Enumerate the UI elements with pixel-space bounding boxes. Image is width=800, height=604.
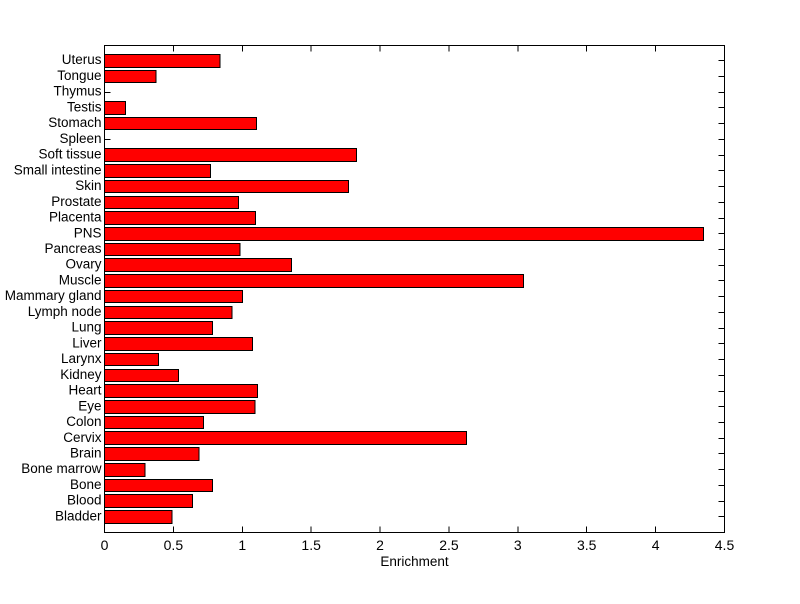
svg-text:Small intestine: Small intestine [14,162,102,177]
svg-text:Tongue: Tongue [57,68,101,83]
svg-text:2.5: 2.5 [439,537,459,553]
svg-text:Prostate: Prostate [51,194,101,209]
svg-text:3.5: 3.5 [577,537,597,553]
svg-text:Larynx: Larynx [61,351,102,366]
svg-text:Testis: Testis [67,99,102,114]
svg-text:Stomach: Stomach [48,115,101,130]
svg-text:3: 3 [514,537,522,553]
svg-text:Spleen: Spleen [59,131,101,146]
svg-text:Placenta: Placenta [49,210,102,225]
svg-text:0.5: 0.5 [164,537,184,553]
svg-text:Heart: Heart [68,383,101,398]
svg-text:2: 2 [376,537,384,553]
svg-text:Kidney: Kidney [60,367,102,382]
svg-text:Eye: Eye [78,398,101,413]
svg-text:Colon: Colon [66,414,101,429]
svg-text:Cervix: Cervix [63,430,102,445]
svg-text:Lymph node: Lymph node [28,304,102,319]
svg-text:Lung: Lung [71,320,101,335]
svg-text:Liver: Liver [72,335,102,350]
svg-text:Pancreas: Pancreas [44,241,101,256]
svg-text:Soft tissue: Soft tissue [38,147,101,162]
svg-text:4: 4 [652,537,660,553]
svg-text:4.5: 4.5 [715,537,735,553]
svg-text:1.5: 1.5 [301,537,321,553]
svg-text:Mammary gland: Mammary gland [5,288,102,303]
svg-text:Bone: Bone [70,477,102,492]
svg-text:0: 0 [101,537,109,553]
svg-text:Ovary: Ovary [65,257,101,272]
svg-text:Enrichment: Enrichment [380,554,449,569]
svg-text:Bone marrow: Bone marrow [21,461,102,476]
svg-text:Uterus: Uterus [62,52,102,67]
svg-text:Brain: Brain [70,446,102,461]
svg-text:PNS: PNS [74,225,102,240]
svg-text:Skin: Skin [75,178,101,193]
svg-text:Muscle: Muscle [59,273,102,288]
svg-text:Thymus: Thymus [53,84,101,99]
svg-text:Bladder: Bladder [55,508,102,523]
svg-text:1: 1 [238,537,246,553]
svg-text:Blood: Blood [67,493,102,508]
